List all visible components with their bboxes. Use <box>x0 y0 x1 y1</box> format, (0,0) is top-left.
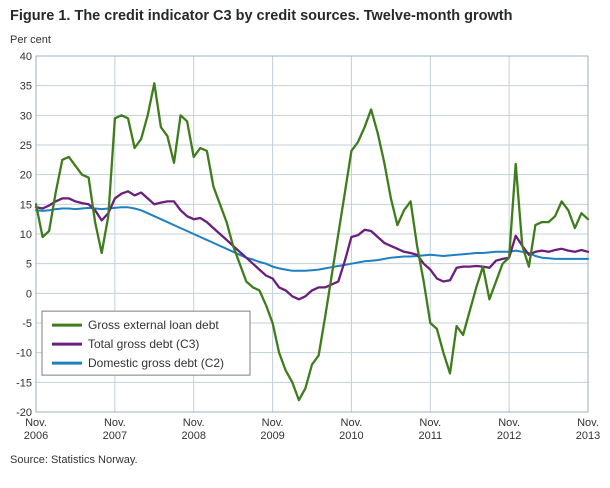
y-tick-label: -10 <box>16 348 32 360</box>
y-tick-label: 5 <box>26 259 32 271</box>
y-tick-label: 35 <box>20 81 32 93</box>
x-tick-month-label: Nov. <box>262 417 284 429</box>
series-line-1 <box>34 190 590 301</box>
x-tick-year-label: 2009 <box>260 430 284 442</box>
y-tick-label: 10 <box>20 229 32 241</box>
y-tick-label: 40 <box>20 51 32 63</box>
credit-indicator-chart: -20-15-10-50510152025303540Nov.2006Nov.2… <box>16 51 600 442</box>
x-tick-year-label: 2006 <box>24 430 48 442</box>
source-note: Source: Statistics Norway. <box>10 454 138 466</box>
legend: Gross external loan debt Total gross debt… <box>41 310 251 376</box>
legend-label-0: Gross external loan debt <box>88 318 219 332</box>
y-tick-label: -15 <box>16 377 32 389</box>
legend-label-1: Total gross debt (C3) <box>88 337 199 351</box>
chart-area: -20 -15 -10 -5 0 5 10 15 20 25 30 35 40 Nov. 2006 Nov. 2… <box>8 48 602 448</box>
figure-title: Figure 1. The credit indicator C3 by cre… <box>10 8 513 24</box>
plot-border <box>35 55 589 413</box>
x-tick-month-label: Nov. <box>577 417 599 429</box>
x-tick-year-label: 2012 <box>497 430 521 442</box>
legend-label-2: Domestic gross debt (C2) <box>88 356 224 370</box>
y-tick-label: 30 <box>20 110 32 122</box>
x-tick-month-label: Nov. <box>104 417 126 429</box>
y-tick-label: -5 <box>22 318 32 330</box>
x-tick-year-label: 2008 <box>181 430 205 442</box>
y-tick-label: 25 <box>20 140 32 152</box>
x-tick-year-label: 2010 <box>339 430 363 442</box>
y-tick-label: -20 <box>16 407 32 419</box>
x-tick-month-label: Nov. <box>341 417 363 429</box>
x-tick-month-label: Nov. <box>498 417 520 429</box>
x-tick-month-label: Nov. <box>419 417 441 429</box>
y-tick-label: 15 <box>20 199 32 211</box>
x-tick-month-label: Nov. <box>183 417 205 429</box>
x-tick-month-label: Nov. <box>25 417 47 429</box>
y-axis-unit-label: Per cent <box>10 34 51 46</box>
x-tick-year-label: 2007 <box>103 430 127 442</box>
x-tick-year-label: 2011 <box>418 430 442 442</box>
series-line-0 <box>34 82 590 402</box>
x-tick-year-label: 2013 <box>576 430 600 442</box>
y-tick-label: 20 <box>20 170 32 182</box>
y-tick-label: 0 <box>26 288 32 300</box>
series-line-2 <box>35 206 589 272</box>
